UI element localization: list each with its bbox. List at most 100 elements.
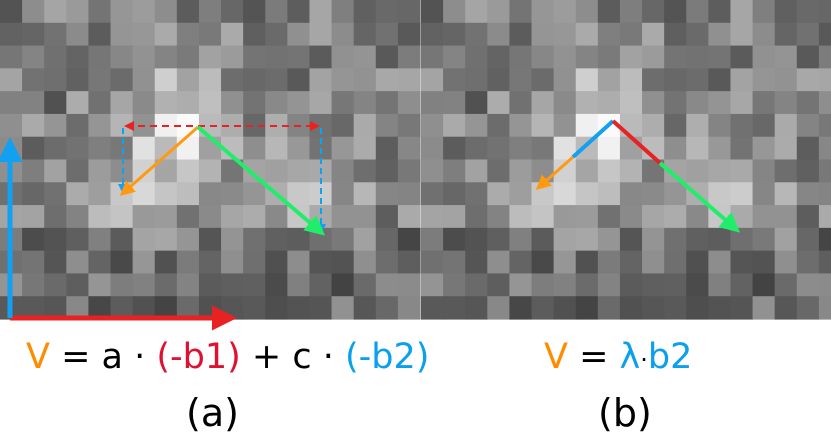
pixel-cell	[553, 296, 577, 320]
pixel-cell	[597, 227, 621, 252]
pixel-cell	[686, 227, 709, 252]
pixel-cell	[66, 0, 90, 24]
pixel-cell	[397, 0, 421, 24]
pixel-cell	[397, 159, 421, 183]
pixel-cell	[375, 227, 399, 252]
pixel-cell	[176, 136, 200, 161]
pixel-cell	[243, 45, 266, 69]
pixel-cell	[619, 159, 643, 183]
pixel-cell	[154, 273, 178, 297]
pixel-cell	[553, 45, 577, 69]
pixel-cell	[375, 182, 399, 206]
pixel-cell	[531, 250, 555, 275]
pixel-cell	[421, 205, 444, 229]
pixel-cell	[553, 250, 577, 275]
pixel-cell	[309, 273, 333, 297]
pixel-cell	[752, 113, 776, 138]
pixel-cell	[818, 159, 831, 183]
pixel-cell	[708, 296, 732, 320]
pixel-cell	[553, 136, 577, 161]
pixel-cell	[154, 250, 178, 275]
pixel-cell	[221, 0, 244, 24]
pixel-cell	[531, 182, 555, 206]
pixel-cell	[443, 91, 466, 115]
pixel-cell	[642, 205, 665, 229]
pixel-cell	[531, 273, 555, 297]
pixel-cell	[221, 205, 244, 229]
pixel-cell	[353, 296, 377, 320]
pixel-cell	[132, 250, 156, 275]
pixel-cell	[686, 250, 709, 275]
pixel-cell	[88, 296, 112, 320]
pixel-cell	[110, 205, 134, 229]
pixel-cell	[375, 91, 399, 115]
pixel-cell	[553, 91, 577, 115]
pixel-cell	[331, 91, 355, 115]
pixel-cell	[44, 22, 67, 47]
pixel-cell	[531, 136, 555, 161]
pixel-cell	[110, 45, 134, 69]
pixel-cell	[730, 273, 754, 297]
pixel-cell	[774, 45, 798, 69]
pixel-cell	[575, 136, 599, 161]
pixel-cell	[198, 0, 222, 24]
pixel-cell	[66, 159, 90, 183]
pixel-cell	[575, 68, 599, 92]
pixel-cell	[664, 273, 687, 297]
pixel-cell	[774, 159, 798, 183]
pixel-cell	[686, 205, 709, 229]
pixel-cell	[708, 0, 732, 24]
pixel-cell	[465, 22, 488, 47]
pixel-cell	[597, 91, 621, 115]
pixel-cell	[22, 205, 45, 229]
pixel-cell	[796, 0, 820, 24]
pixel-cell	[353, 22, 377, 47]
pixel-cell	[375, 0, 399, 24]
pixel-cell	[66, 296, 90, 320]
pixel-cell	[66, 45, 90, 69]
pixel-cell	[154, 91, 178, 115]
pixel-cell	[597, 0, 621, 24]
pixel-cell	[619, 45, 643, 69]
pixel-cell	[243, 0, 266, 24]
pixel-cell	[132, 136, 156, 161]
pixel-cell	[198, 205, 222, 229]
pixel-cell	[331, 45, 355, 69]
pixel-cell	[421, 136, 444, 161]
pixel-cell	[443, 296, 466, 320]
pixel-cell	[331, 0, 355, 24]
pixel-cell	[796, 296, 820, 320]
pixel-cell	[132, 296, 156, 320]
pixel-cell	[22, 68, 45, 92]
pixel-cell	[686, 0, 709, 24]
pixel-cell	[818, 45, 831, 69]
pixel-cell	[774, 136, 798, 161]
pixel-cell	[774, 296, 798, 320]
pixel-cell	[708, 159, 732, 183]
pixel-cell	[353, 68, 377, 92]
pixel-cell	[664, 159, 687, 183]
pixel-cell	[509, 136, 533, 161]
pixel-cell	[243, 159, 266, 183]
pixel-cell	[664, 113, 687, 138]
pixel-cell	[443, 250, 466, 275]
pixel-cell	[198, 273, 222, 297]
pixel-cell	[375, 113, 399, 138]
pixel-cell	[443, 159, 466, 183]
pixel-cell	[465, 273, 488, 297]
pixel-cell	[708, 227, 732, 252]
pixel-cell	[597, 273, 621, 297]
pixel-cell	[265, 159, 288, 183]
pixel-cell	[243, 250, 266, 275]
pixel-cell	[0, 0, 23, 24]
pixel-cell	[686, 273, 709, 297]
pixel-cell	[44, 273, 67, 297]
pixel-cell	[465, 136, 488, 161]
pixel-cell	[774, 0, 798, 24]
pixel-cell	[553, 0, 577, 24]
pixel-cell	[176, 159, 200, 183]
pixel-cell	[796, 205, 820, 229]
pixel-cell	[642, 159, 665, 183]
pixel-cell	[154, 159, 178, 183]
pixel-cell	[818, 227, 831, 252]
